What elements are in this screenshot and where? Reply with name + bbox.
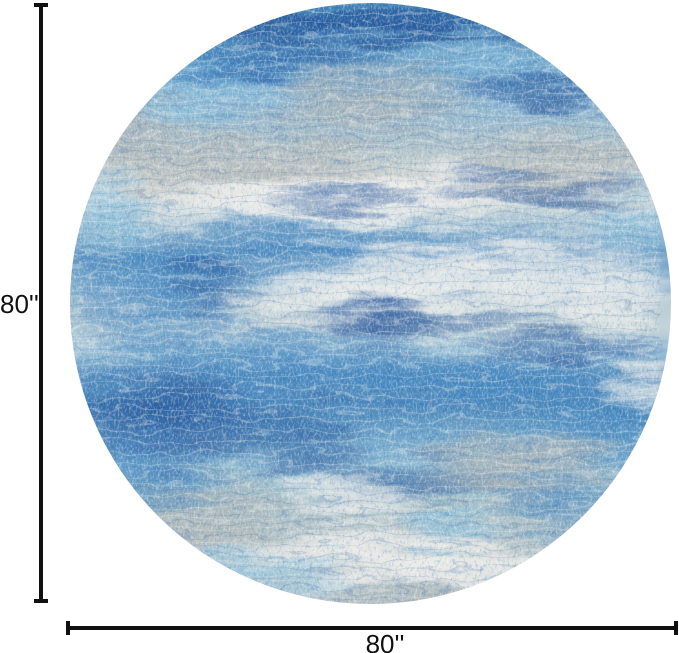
height-dimension-line bbox=[34, 3, 48, 603]
width-dimension-line bbox=[66, 621, 678, 635]
dimension-end-cap-icon bbox=[34, 3, 48, 7]
dimension-end-cap-icon bbox=[674, 621, 678, 635]
width-dimension-label: 80'' bbox=[365, 629, 405, 653]
rug-texture bbox=[70, 3, 671, 604]
dimension-end-cap-icon bbox=[34, 599, 48, 603]
height-dimension-label: 80'' bbox=[0, 289, 39, 319]
dimension-end-cap-icon bbox=[66, 621, 70, 635]
